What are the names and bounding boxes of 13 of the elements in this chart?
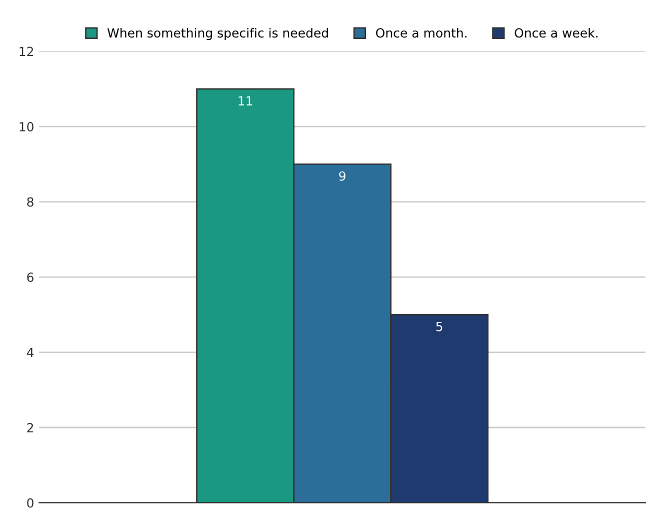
y-tick-label: 2 <box>27 422 34 432</box>
y-tick-label: 12 <box>20 46 34 56</box>
legend-label: Once a week. <box>514 28 598 38</box>
legend-label: When something specific is needed <box>107 28 328 40</box>
data-label: 9 <box>339 171 346 181</box>
y-tick-label: 4 <box>26 348 34 358</box>
legend-label: Once a month. <box>376 28 466 38</box>
y-tick-label: 10 <box>20 122 34 132</box>
y-tick-label: 0 <box>27 498 34 508</box>
y-tick-label: 8 <box>27 197 34 207</box>
data-label: 11 <box>238 96 252 106</box>
y-tick-label: 6 <box>27 272 34 282</box>
data-label: 5 <box>436 322 442 332</box>
